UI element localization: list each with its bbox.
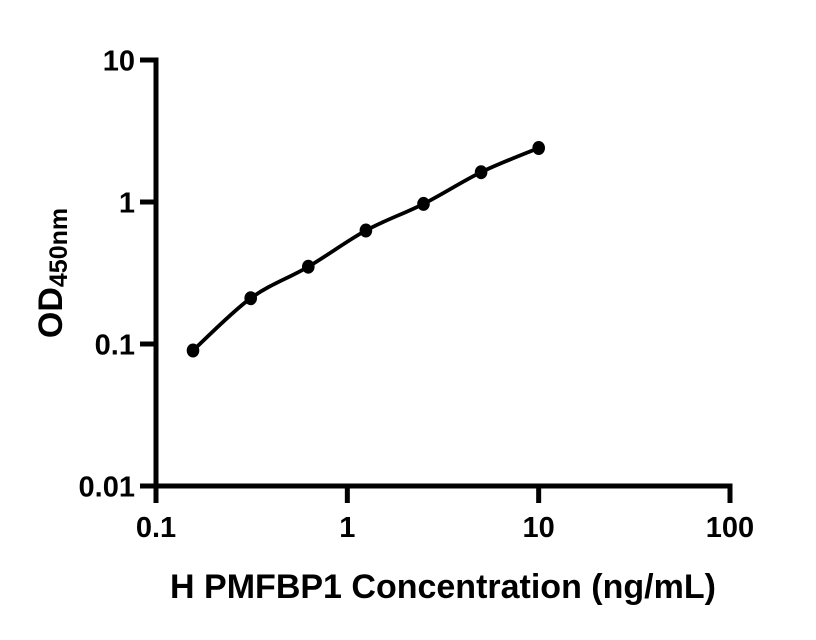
data-point bbox=[474, 165, 488, 180]
data-point bbox=[417, 196, 430, 211]
plot-area bbox=[186, 141, 545, 358]
data-point bbox=[302, 259, 315, 274]
y-tick-label: 0.01 bbox=[79, 472, 135, 504]
data-point bbox=[244, 291, 257, 306]
tick-marks bbox=[140, 57, 733, 503]
fit-curve-line bbox=[191, 146, 540, 352]
y-tick-label: 10 bbox=[103, 46, 135, 78]
data-point bbox=[359, 223, 373, 238]
data-point bbox=[186, 343, 200, 358]
data-point bbox=[532, 141, 545, 155]
x-tick-label: 100 bbox=[706, 512, 754, 544]
x-tick-label: 10 bbox=[523, 512, 555, 544]
axes bbox=[153, 57, 733, 489]
x-axis-title: H PMFBP1 Concentration (ng/mL) bbox=[170, 568, 716, 606]
y-tick-label: 1 bbox=[119, 188, 135, 220]
wavelength-subscript: 450nm bbox=[45, 208, 73, 287]
y-tick-label: 0.1 bbox=[95, 330, 135, 362]
x-tick-label: 0.1 bbox=[136, 512, 176, 544]
x-tick-label: 1 bbox=[339, 512, 355, 544]
od-label: OD bbox=[32, 287, 70, 338]
y-axis-title: OD450nm bbox=[32, 208, 73, 338]
